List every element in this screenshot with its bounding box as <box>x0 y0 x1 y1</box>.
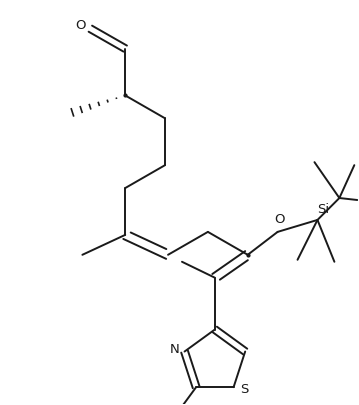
Text: O: O <box>274 213 285 226</box>
Text: S: S <box>241 383 249 396</box>
Text: N: N <box>170 343 180 356</box>
Text: Si: Si <box>317 203 330 216</box>
Text: O: O <box>75 19 86 32</box>
